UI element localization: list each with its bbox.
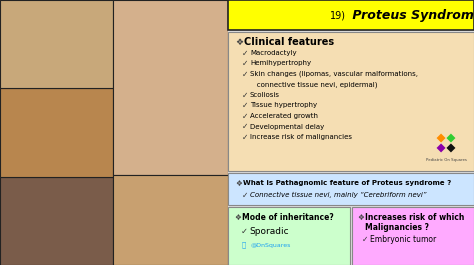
Text: ❖: ❖ bbox=[357, 213, 364, 222]
Bar bbox=[228, 32, 474, 171]
Text: Malignancies ?: Malignancies ? bbox=[365, 223, 429, 232]
Text: @DnSquares: @DnSquares bbox=[251, 242, 292, 248]
Text: 19): 19) bbox=[330, 10, 346, 20]
Text: ❖: ❖ bbox=[234, 213, 241, 222]
Text: Proteus Syndrome: Proteus Syndrome bbox=[348, 8, 474, 21]
Polygon shape bbox=[437, 134, 446, 143]
Text: What is Pathagnomic feature of Proteus syndrome ?: What is Pathagnomic feature of Proteus s… bbox=[243, 180, 451, 186]
Text: 🐦: 🐦 bbox=[242, 242, 246, 248]
Bar bbox=[228, 0, 474, 30]
Text: ✓: ✓ bbox=[242, 132, 248, 142]
Text: ✓: ✓ bbox=[242, 69, 248, 78]
Text: Sporadic: Sporadic bbox=[249, 227, 289, 236]
Text: ✓: ✓ bbox=[242, 112, 248, 121]
Text: ✓: ✓ bbox=[242, 59, 248, 68]
Text: Hemihypertrophy: Hemihypertrophy bbox=[250, 60, 311, 67]
Text: Pediatric On Squares: Pediatric On Squares bbox=[426, 158, 466, 162]
Text: Increases risk of which: Increases risk of which bbox=[365, 213, 465, 222]
Polygon shape bbox=[447, 143, 456, 152]
Text: Macrodactyly: Macrodactyly bbox=[250, 50, 297, 56]
Text: Tissue hypertrophy: Tissue hypertrophy bbox=[250, 103, 317, 108]
Text: Skin changes (lipomas, vascular malformations,: Skin changes (lipomas, vascular malforma… bbox=[250, 71, 418, 77]
Text: connective tissue nevi, epidermal): connective tissue nevi, epidermal) bbox=[250, 81, 377, 88]
Text: Accelerated growth: Accelerated growth bbox=[250, 113, 318, 119]
Bar bbox=[0, 88, 113, 177]
Text: ✓: ✓ bbox=[242, 48, 248, 58]
Text: Mode of inheritance?: Mode of inheritance? bbox=[242, 213, 334, 222]
Text: ✓: ✓ bbox=[242, 101, 248, 110]
Bar bbox=[0, 177, 113, 265]
Text: Connective tissue nevi, mainly “Cerebriform nevi”: Connective tissue nevi, mainly “Cerebrif… bbox=[250, 192, 427, 198]
Bar bbox=[228, 207, 350, 265]
Text: ✓: ✓ bbox=[242, 191, 248, 200]
Polygon shape bbox=[437, 143, 446, 152]
Text: ❖: ❖ bbox=[235, 179, 242, 188]
Polygon shape bbox=[447, 134, 456, 143]
Text: ✓: ✓ bbox=[241, 227, 248, 236]
Bar bbox=[228, 173, 474, 205]
Text: ✓: ✓ bbox=[362, 235, 368, 244]
Text: ✓: ✓ bbox=[242, 91, 248, 99]
Bar bbox=[228, 0, 474, 265]
Text: ❖: ❖ bbox=[235, 38, 243, 46]
Text: Increase risk of malignancies: Increase risk of malignancies bbox=[250, 134, 352, 140]
Bar bbox=[0, 0, 113, 88]
Text: Embryonic tumor: Embryonic tumor bbox=[370, 235, 436, 244]
Text: Developmental delay: Developmental delay bbox=[250, 123, 324, 130]
Text: ✓: ✓ bbox=[242, 122, 248, 131]
Text: Scoliosis: Scoliosis bbox=[250, 92, 280, 98]
Bar bbox=[113, 175, 228, 265]
Text: Clinical features: Clinical features bbox=[244, 37, 334, 47]
Bar bbox=[352, 207, 474, 265]
Bar bbox=[113, 0, 228, 175]
